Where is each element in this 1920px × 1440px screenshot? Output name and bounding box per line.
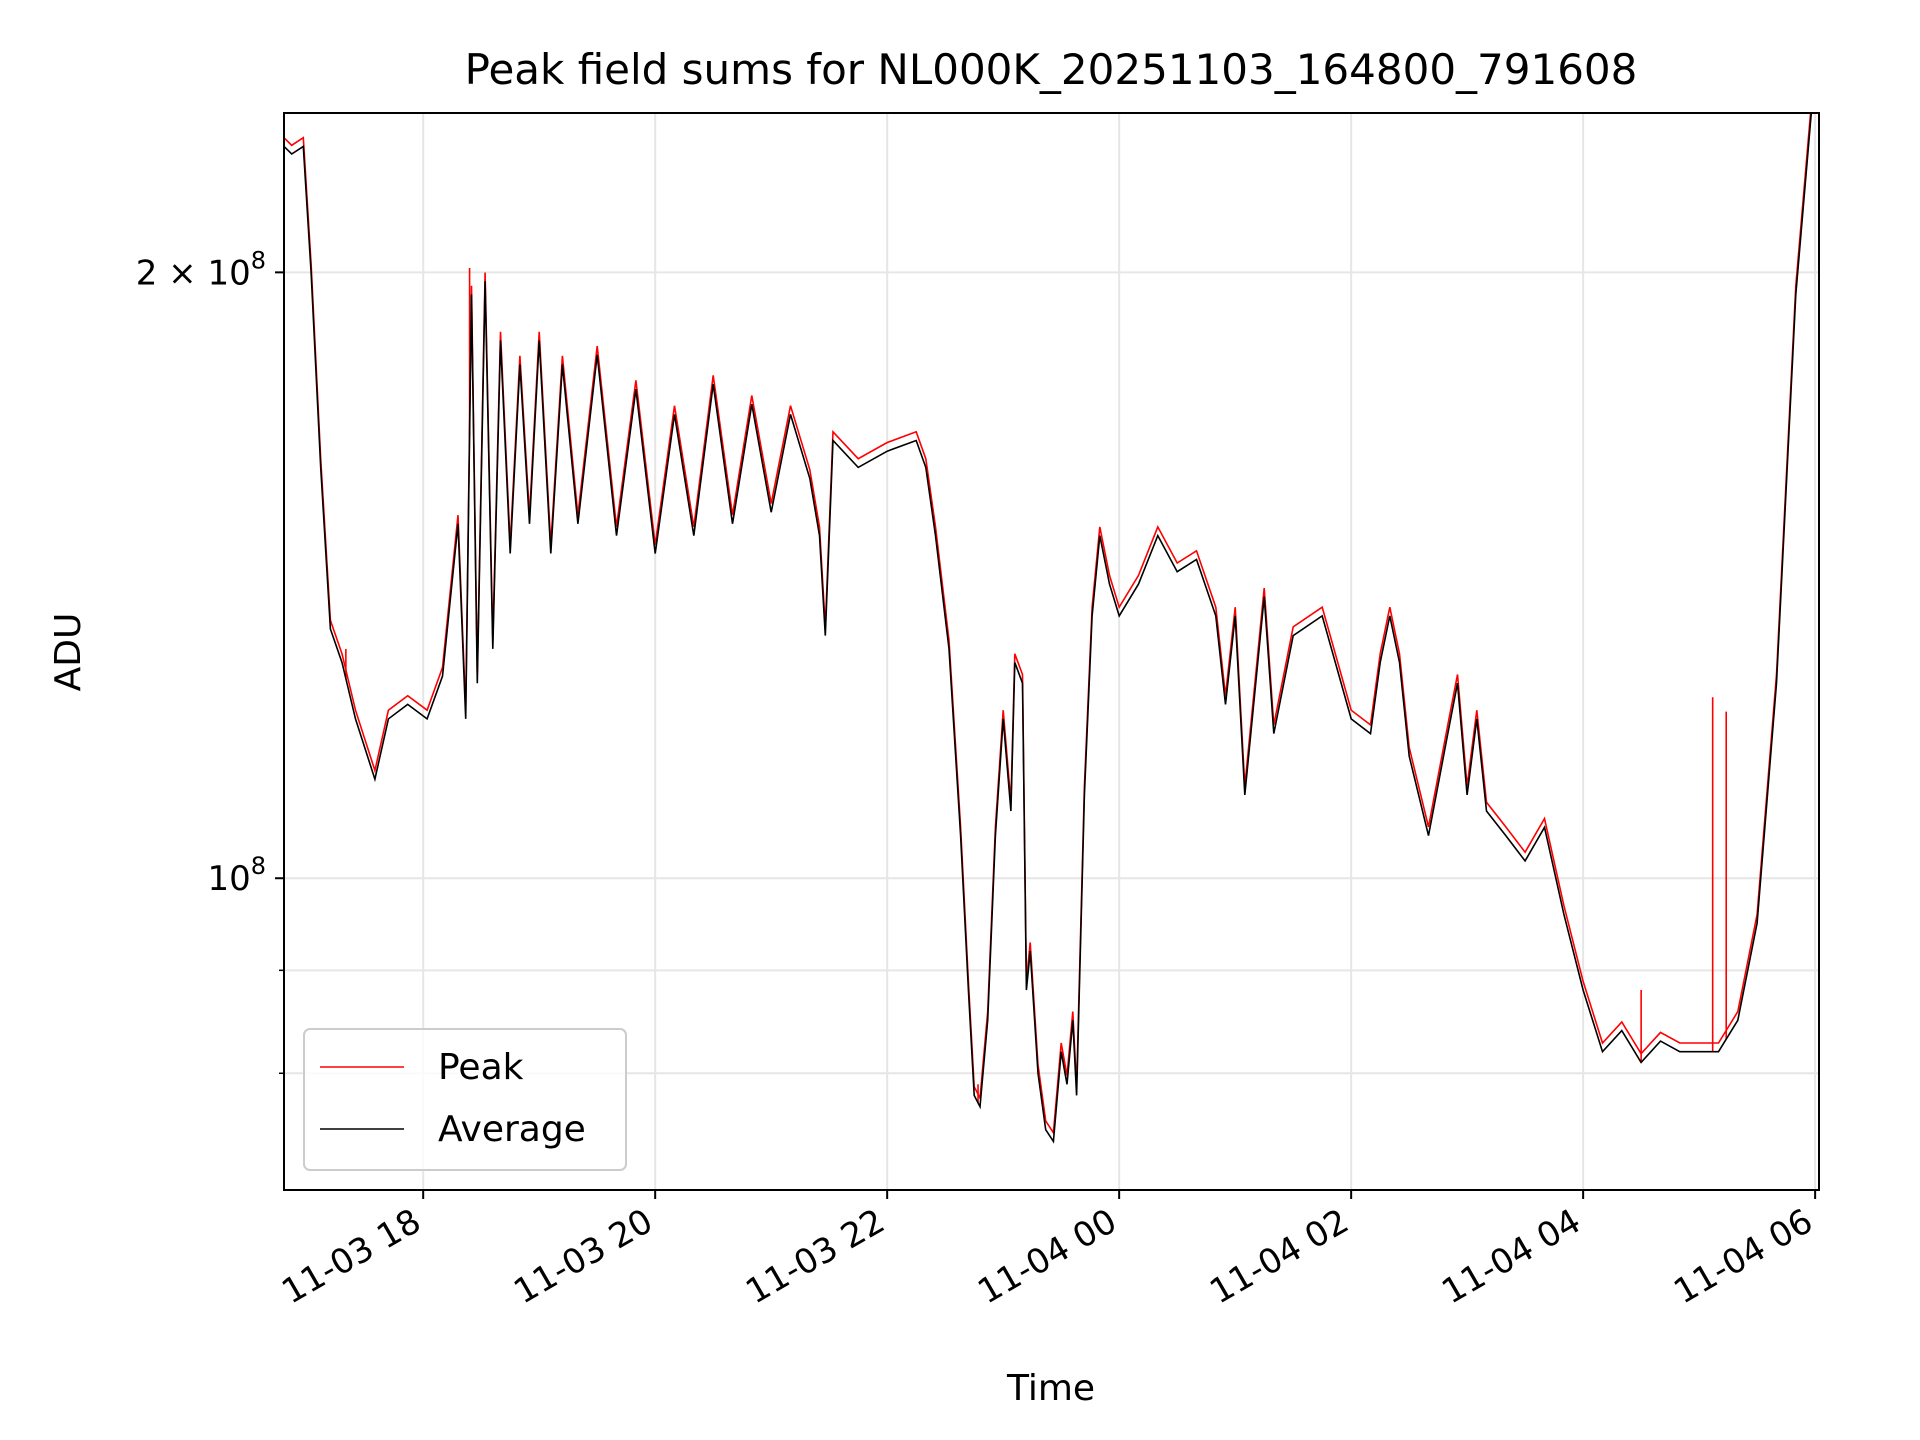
legend-box: [303, 1028, 627, 1171]
plot-frame: [283, 112, 1820, 1191]
series-layer: [284, 113, 1813, 1144]
y-tick-label: 2 × 108: [136, 246, 266, 293]
chart-title: Peak field sums for NL000K_20251103_1648…: [465, 45, 1638, 94]
x-axis-label: Time: [1006, 1368, 1095, 1409]
legend-average-label: Average: [438, 1109, 586, 1150]
legend-peak-label: Peak: [438, 1047, 524, 1088]
series-average-line: [284, 113, 1813, 1144]
y-axis-label: ADU: [48, 613, 89, 692]
legend: Peak Average: [303, 1028, 627, 1171]
y-tick-label: 108: [207, 852, 266, 899]
grid: [284, 113, 1819, 1190]
y-axis: 108 2 × 108: [136, 246, 284, 1075]
